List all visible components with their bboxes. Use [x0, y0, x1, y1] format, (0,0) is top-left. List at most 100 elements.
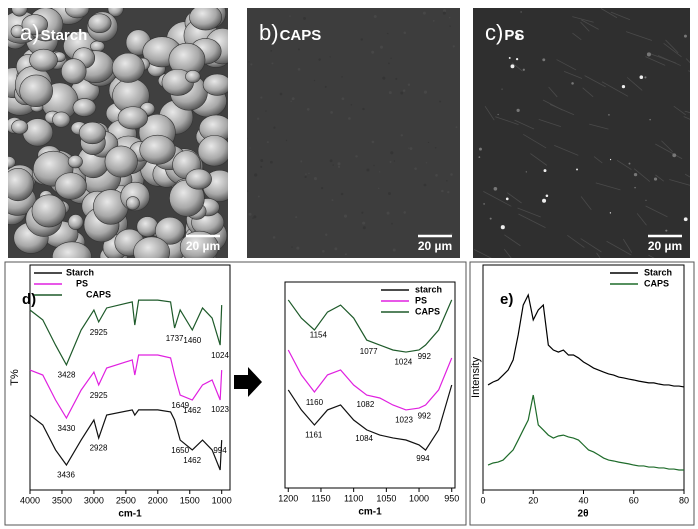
- speck: [260, 159, 264, 163]
- speck: [250, 63, 253, 66]
- scratch: [567, 235, 585, 248]
- peak-label: 2928: [90, 443, 108, 452]
- peak-label: 1023: [395, 415, 413, 424]
- speck: [423, 90, 428, 94]
- speck: [489, 217, 492, 220]
- speck: [379, 45, 384, 49]
- sem-texture: [474, 8, 690, 258]
- scratch: [572, 32, 582, 41]
- speck: [247, 190, 249, 193]
- speck: [633, 172, 638, 177]
- scratch: [655, 174, 665, 182]
- x-tick-label: 1500: [180, 495, 200, 505]
- scratch: [669, 179, 690, 186]
- legend-label: PS: [76, 278, 88, 288]
- speck: [272, 29, 274, 31]
- speck: [493, 186, 498, 191]
- speck: [516, 108, 520, 112]
- granule: [61, 58, 87, 85]
- speck: [266, 141, 269, 144]
- x-tick-label: 1100: [344, 493, 363, 503]
- speck: [337, 162, 341, 166]
- speck: [441, 189, 444, 193]
- granule: [117, 106, 148, 130]
- speck: [389, 160, 392, 163]
- speck: [313, 79, 316, 82]
- scratch: [663, 42, 682, 58]
- speck: [296, 246, 300, 250]
- granule: [11, 119, 29, 135]
- peak-label: 2925: [90, 328, 108, 337]
- scratch: [633, 168, 651, 182]
- speck: [318, 58, 321, 61]
- speck: [403, 31, 407, 35]
- scratch: [518, 213, 546, 228]
- speck: [520, 11, 522, 13]
- legend-label: CAPS: [86, 289, 111, 299]
- speck: [366, 168, 370, 172]
- speck: [645, 199, 647, 201]
- scratch: [542, 99, 563, 111]
- peak-label: 1462: [183, 406, 201, 415]
- speck: [350, 104, 353, 106]
- x-tick-label: 1000: [212, 495, 232, 505]
- scratch: [636, 213, 647, 226]
- speck: [391, 222, 393, 225]
- scratch: [514, 119, 535, 130]
- speck: [260, 96, 263, 99]
- peak-label: 1161: [305, 430, 323, 439]
- speck: [386, 211, 390, 215]
- granule: [31, 194, 66, 228]
- speck: [450, 173, 453, 176]
- speck: [360, 38, 363, 41]
- scratch: [495, 116, 519, 125]
- speck: [382, 76, 386, 80]
- x-tick-label: 950: [444, 493, 459, 503]
- scratch: [596, 252, 601, 258]
- speck: [408, 147, 410, 149]
- speck: [609, 158, 612, 161]
- speck: [247, 137, 248, 140]
- speck: [422, 11, 426, 15]
- scratch: [600, 8, 618, 19]
- speck: [435, 174, 438, 177]
- speck: [272, 236, 276, 239]
- speck: [274, 36, 277, 39]
- plot-frame: [29, 264, 231, 491]
- speck: [270, 50, 273, 52]
- speck: [449, 25, 451, 27]
- speck: [390, 57, 392, 59]
- speck: [478, 156, 481, 158]
- scale-bar-label: 20 µm: [648, 239, 682, 253]
- peak-label: 1649: [171, 401, 189, 410]
- speck: [653, 177, 658, 181]
- granule: [185, 168, 212, 190]
- panel-label: c): [485, 20, 503, 45]
- legend-label: Starch: [66, 267, 94, 277]
- scratch: [580, 238, 602, 253]
- speck: [621, 84, 626, 89]
- sem-image: [247, 8, 460, 258]
- speck: [388, 91, 392, 95]
- scratch: [593, 156, 603, 164]
- panel-label: e): [500, 291, 513, 308]
- scratch: [572, 16, 594, 23]
- scratch: [595, 182, 621, 191]
- speck: [628, 162, 631, 165]
- x-axis-label: cm-1: [358, 507, 382, 518]
- speck: [483, 203, 485, 205]
- scratch: [645, 205, 668, 218]
- scratch: [622, 238, 633, 253]
- x-tick-label: 4000: [20, 495, 40, 505]
- granule: [154, 216, 186, 245]
- scratch: [673, 105, 686, 116]
- x-axis-label: 2θ: [578, 509, 589, 520]
- speck: [257, 195, 260, 198]
- y-axis-label: T%: [9, 369, 21, 386]
- peak-label: 2925: [90, 391, 108, 400]
- series-line: [287, 349, 453, 411]
- peak-label: 1082: [357, 400, 375, 409]
- granule: [67, 155, 83, 169]
- granule: [10, 24, 25, 39]
